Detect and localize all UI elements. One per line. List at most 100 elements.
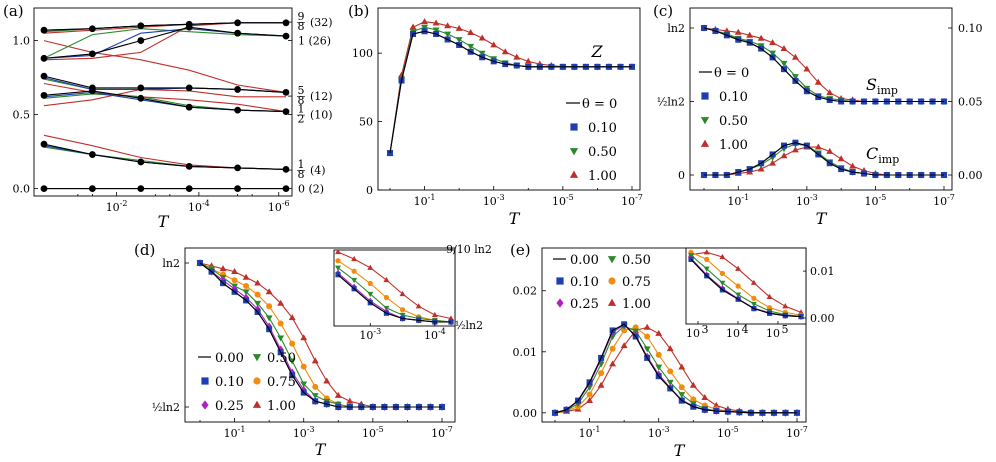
tick-base: 10 — [648, 427, 662, 440]
level-line-red — [43, 88, 286, 107]
marker-circle — [89, 185, 96, 192]
heat-capacity-label: Cimp — [866, 144, 899, 166]
marker-triangle-up — [490, 41, 498, 48]
marker-circle — [586, 391, 593, 398]
inset-tick-label: 0.01 — [810, 265, 835, 278]
marker-triangle-up — [432, 19, 440, 26]
marker-circle — [621, 327, 628, 334]
tick-exponent: -7 — [947, 193, 955, 202]
tick-label: 100 — [352, 47, 373, 60]
marker-square — [552, 409, 558, 416]
marker-triangle-down — [478, 50, 486, 57]
series-0.10 — [554, 323, 797, 414]
marker-triangle-up — [826, 147, 834, 154]
inset-tick-label: 0.00 — [810, 312, 835, 325]
legend-label: 0.50 — [267, 351, 296, 366]
tick-label: 10-7 — [786, 425, 808, 440]
tick-base: 10 — [224, 427, 238, 440]
heat-capacity-θ = 0 — [704, 142, 944, 176]
x-axis-label: T — [509, 209, 521, 228]
marker-triangle-down — [432, 27, 440, 34]
tick-label: 0.00 — [513, 407, 538, 420]
marker-triangle-up — [277, 299, 285, 306]
marker-triangle-down — [655, 364, 663, 371]
inset-top-label: 9/10 ln2 — [446, 243, 492, 256]
legend-label: 0.75 — [267, 375, 296, 390]
marker-square — [201, 377, 209, 385]
tick-label: 1.0 — [13, 35, 31, 48]
marker-circle — [185, 84, 193, 92]
marker-triangle-down — [666, 379, 674, 386]
degeneracy-label: (10) — [310, 109, 333, 122]
marker-circle — [282, 165, 290, 173]
marker-square — [701, 92, 709, 100]
legend-label: 0.75 — [622, 275, 651, 290]
marker-diamond — [556, 298, 564, 308]
marker-circle — [185, 185, 193, 192]
marker-circle — [719, 270, 726, 277]
marker-triangle-up — [265, 288, 273, 295]
level-line-green — [43, 28, 287, 59]
tick-label: ½ln2 — [152, 401, 180, 414]
tick-base: 10 — [483, 195, 497, 208]
marker-triangle-up — [421, 18, 429, 25]
marker-triangle-down — [769, 50, 777, 57]
degeneracy-label: (12) — [310, 90, 333, 103]
marker-triangle-down — [444, 31, 452, 38]
plot-frame — [33, 7, 293, 197]
marker-triangle-up — [757, 165, 765, 172]
marker-circle — [609, 345, 616, 352]
tick-base: 10 — [359, 329, 373, 342]
marker-triangle-down — [780, 60, 788, 67]
marker-circle — [655, 351, 662, 358]
marker-triangle-down — [791, 74, 799, 81]
level-line-red — [43, 82, 287, 113]
tick-exponent: -7 — [445, 425, 453, 434]
heat-capacity-subscript: imp — [878, 153, 899, 166]
marker-triangle-up — [478, 34, 486, 41]
tick-base: 10 — [727, 195, 741, 208]
marker-triangle-up — [219, 265, 227, 272]
degeneracy-label: (32) — [310, 16, 333, 29]
degeneracy-label: (4) — [310, 164, 326, 177]
fraction-numerator: 9 — [298, 10, 305, 23]
marker-circle — [690, 396, 697, 403]
marker-triangle-down — [678, 392, 686, 399]
series-0.50 — [554, 325, 797, 414]
fraction-numerator: 1 — [298, 103, 305, 116]
right-tick-label: 0.05 — [958, 96, 983, 109]
inset-tick-base: 10 — [726, 327, 740, 340]
marker-triangle-up — [701, 393, 709, 400]
marker-circle — [282, 185, 290, 192]
level-line-blue — [43, 145, 287, 170]
x-axis-label: T — [158, 212, 170, 231]
marker-circle — [234, 19, 242, 27]
marker-circle — [40, 185, 48, 192]
marker-triangle-up — [415, 303, 422, 309]
marker-triangle-down — [750, 301, 757, 308]
marker-triangle-up — [746, 31, 754, 38]
inset-series-0.50 — [690, 254, 802, 318]
tick-exponent: -3 — [307, 425, 315, 434]
tick-exponent: -3 — [810, 193, 818, 202]
panel-label: (a) — [3, 2, 24, 20]
marker-triangle-down — [300, 381, 308, 388]
tick-exponent: -4 — [202, 199, 210, 208]
marker-circle — [40, 91, 48, 99]
panel-label: (d) — [134, 241, 155, 259]
tick-base: 10 — [268, 201, 282, 214]
inset-series-0.50 — [337, 267, 452, 323]
tick-base: 10 — [579, 427, 593, 440]
tick-label: ln2 — [667, 22, 685, 35]
tick-label: 10-1 — [727, 193, 749, 208]
tick-base: 10 — [362, 427, 376, 440]
inset-series-1.00 — [337, 251, 452, 320]
marker-circle — [351, 268, 357, 274]
marker-circle — [137, 37, 145, 44]
marker-triangle-up — [826, 89, 834, 96]
marker-triangle-up — [814, 143, 822, 150]
marker-circle — [234, 164, 242, 172]
tick-exponent: -7 — [635, 193, 643, 202]
